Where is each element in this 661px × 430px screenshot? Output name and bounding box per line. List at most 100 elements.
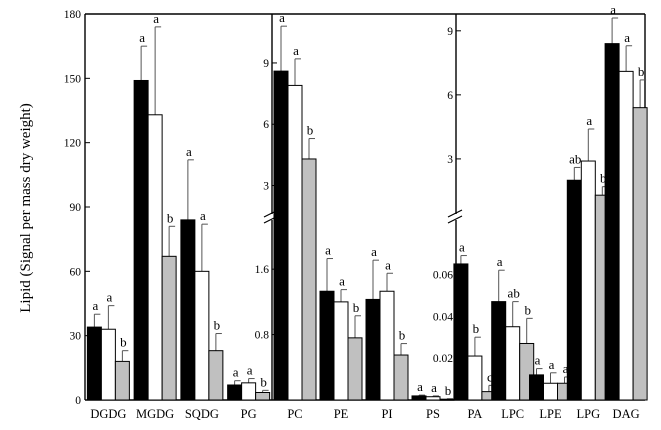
bar	[347, 337, 363, 401]
significance-letter: a	[200, 208, 206, 223]
significance-letter: a	[535, 353, 541, 368]
significance-letter: a	[371, 244, 377, 259]
bar	[255, 391, 271, 401]
x-category-label: LPG	[576, 407, 600, 421]
y-tick-label: 120	[64, 138, 82, 150]
x-category-label: PA	[467, 407, 482, 421]
bar	[227, 384, 243, 401]
x-category-label: PC	[287, 407, 302, 421]
significance-letter: b	[307, 123, 314, 138]
significance-letter: ab	[569, 151, 581, 166]
x-category-label: PS	[426, 407, 440, 421]
significance-letter: a	[624, 30, 630, 45]
y-tick-label: 0.04	[433, 311, 453, 323]
y-axis-label: Lipid (Signal per mass dry weight)	[18, 103, 34, 313]
bar	[467, 355, 483, 401]
significance-letter: a	[431, 380, 437, 395]
y-tick-label: 60	[70, 266, 82, 278]
significance-letter: b	[524, 302, 531, 317]
significance-letter: a	[497, 254, 503, 269]
x-category-label: LPE	[539, 407, 562, 421]
y-tick-label: 6	[263, 119, 269, 131]
significance-letter: a	[153, 11, 159, 26]
bar	[86, 326, 102, 401]
y-tick-label: 0.8	[255, 330, 270, 342]
bar	[379, 290, 395, 401]
bar	[147, 114, 163, 401]
bar	[100, 328, 116, 401]
bar	[273, 70, 289, 401]
significance-letter: a	[610, 2, 616, 17]
bar	[529, 374, 544, 401]
significance-letter: b	[638, 64, 645, 79]
x-category-label: DAG	[613, 407, 640, 421]
y-tick-label: 9	[447, 26, 453, 38]
significance-letter: a	[139, 30, 145, 45]
significance-letter: a	[92, 298, 98, 313]
bar	[114, 360, 130, 401]
bar	[439, 398, 455, 401]
bar	[411, 395, 427, 401]
significance-letter: b	[353, 300, 360, 315]
y-tick-label: 0	[75, 395, 81, 407]
bar	[580, 160, 596, 401]
bar	[491, 301, 507, 401]
significance-letter: a	[233, 365, 239, 380]
axis-break-gap	[447, 214, 652, 220]
bar	[319, 290, 335, 401]
bar	[287, 84, 303, 401]
significance-letter: b	[600, 171, 607, 186]
y-tick-label: 30	[70, 331, 82, 343]
x-category-label: DGDG	[90, 407, 126, 421]
bar	[618, 70, 634, 401]
significance-letter: b	[120, 335, 127, 350]
bar	[208, 350, 224, 401]
bar	[241, 382, 257, 401]
significance-letter: a	[459, 240, 465, 255]
significance-letter: b	[260, 374, 267, 389]
significance-letter: a	[549, 357, 555, 372]
x-category-label: PI	[381, 407, 392, 421]
bar	[333, 301, 349, 401]
y-tick-label: 3	[447, 154, 453, 166]
significance-letter: a	[339, 274, 345, 289]
significance-letter: b	[167, 210, 174, 225]
significance-letter: c	[487, 369, 493, 384]
significance-letter: a	[293, 43, 299, 58]
significance-letter: b	[214, 318, 221, 333]
significance-letter: a	[385, 257, 391, 272]
x-category-label: MGDG	[136, 407, 174, 421]
significance-letter: a	[106, 290, 112, 305]
x-category-label: SQDG	[185, 407, 219, 421]
axis-break-mark	[447, 209, 463, 218]
significance-letter: a	[279, 10, 285, 25]
bar	[453, 263, 469, 401]
y-tick-label: 9	[263, 58, 269, 70]
bar	[393, 354, 409, 401]
significance-letter: a	[417, 379, 423, 394]
significance-letter: a	[586, 113, 592, 128]
x-category-label: PG	[241, 407, 257, 421]
bar	[133, 79, 149, 401]
y-tick-label: 1.6	[255, 264, 270, 276]
bar	[604, 43, 620, 401]
y-tick-label: 0.06	[433, 269, 453, 281]
significance-letter: a	[325, 243, 331, 258]
significance-letter: ab	[508, 286, 520, 301]
y-tick-label: 90	[70, 202, 82, 214]
significance-letter: a	[186, 144, 192, 159]
bar	[365, 298, 381, 401]
y-tick-label: 6	[447, 90, 453, 102]
chart-marks: 0306090120150180DGDGaabMGDGaabSQDGaabPGa…	[64, 2, 652, 421]
significance-letter: b	[399, 328, 406, 343]
significance-letter: b	[445, 383, 452, 398]
y-tick-label: 3	[263, 181, 269, 193]
x-category-label: PE	[334, 407, 349, 421]
bar	[194, 270, 210, 401]
axis-break-mark	[447, 215, 463, 224]
axis-break-gap	[263, 214, 463, 220]
bar	[566, 179, 582, 401]
significance-letter: a	[563, 361, 569, 376]
bar	[180, 219, 196, 401]
